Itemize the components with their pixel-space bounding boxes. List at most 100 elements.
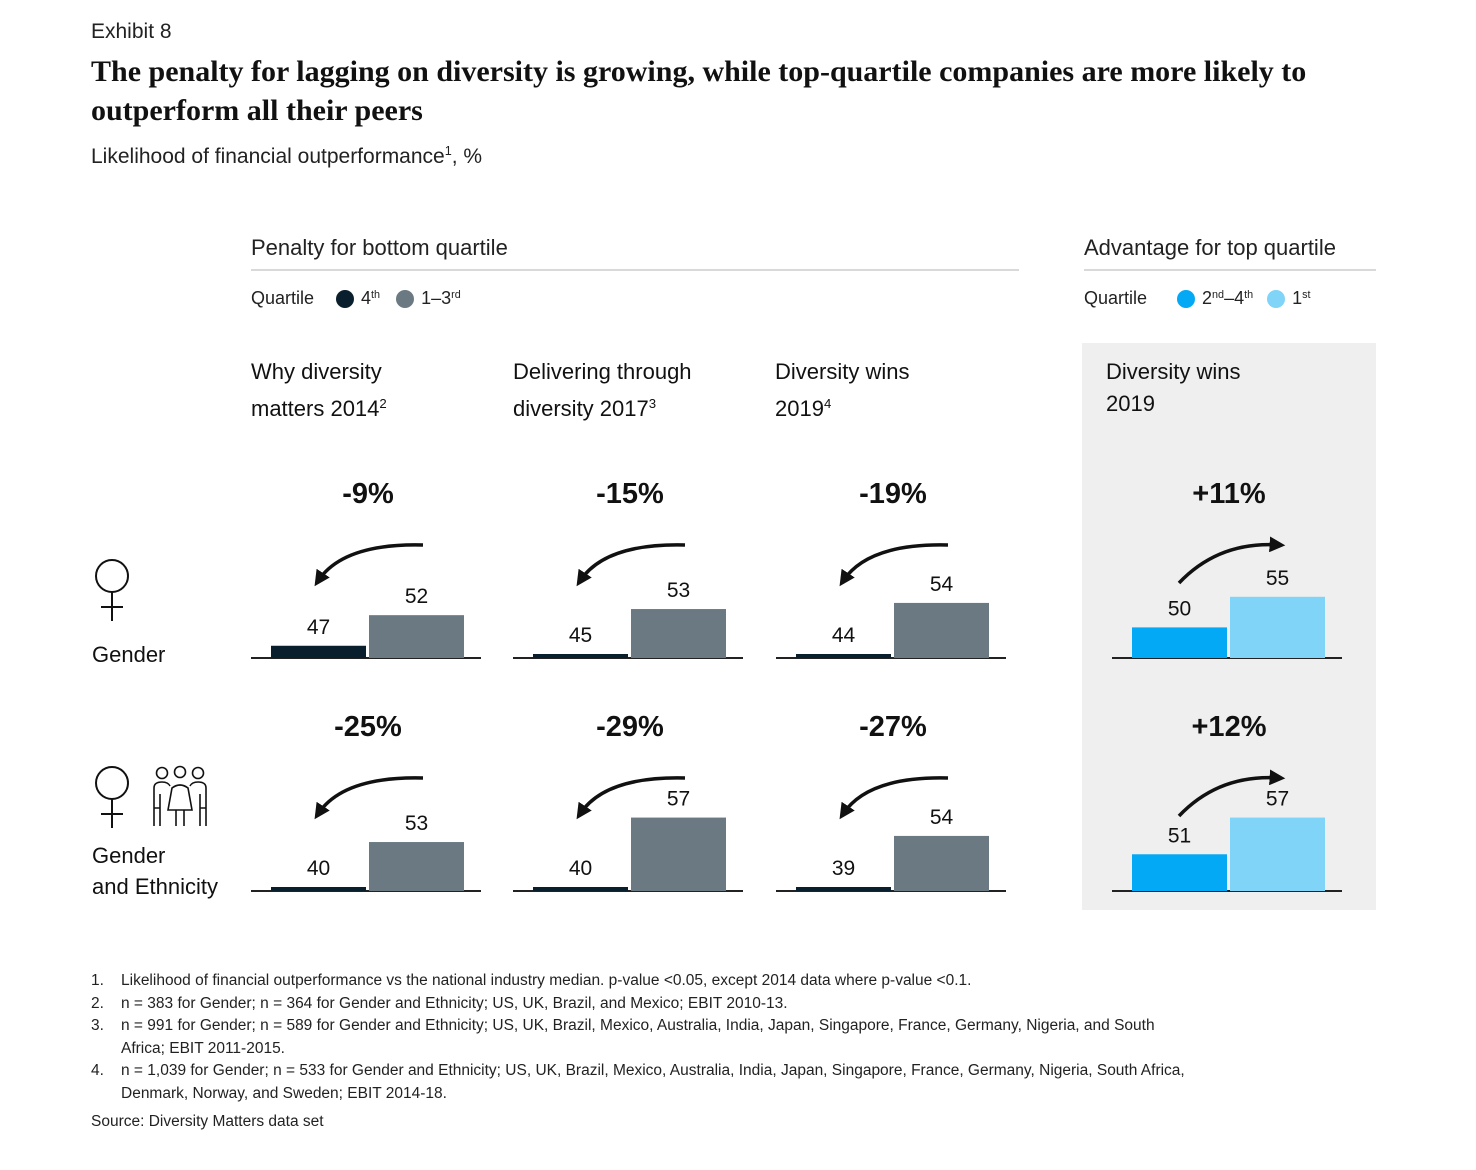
column-title-2014-line2: matters 20142: [251, 388, 387, 425]
footnote-3-text: n = 991 for Gender; n = 589 for Gender a…: [121, 1017, 1155, 1057]
column-title-2017: Delivering through diversity 20173: [513, 356, 692, 425]
row-label-gender-ethnicity-line1: Gender: [92, 843, 166, 868]
legend-text-1-3rd: 1–3rd: [421, 288, 461, 309]
row-label-gender-line1: Gender: [92, 642, 166, 667]
row-label-gender: Gender: [92, 639, 165, 670]
change-label: +12%: [1192, 711, 1267, 743]
legend-4th-range-sup: th: [1244, 289, 1254, 301]
footnote-2-number: 2.: [91, 994, 104, 1012]
chart-subtitle: Likelihood of financial outperformance1,…: [91, 144, 482, 169]
legend-text-1st: 1st: [1292, 288, 1310, 309]
bar: [894, 602, 989, 658]
female-symbol-icon: [95, 559, 129, 621]
bar: [369, 615, 464, 658]
column-title-2014-sup: 2: [379, 396, 387, 411]
footnote-4-number: 4.: [91, 1062, 104, 1079]
female-symbol-and-people-group-icon: [95, 765, 207, 828]
legend-4th-sup: th: [371, 289, 381, 301]
footnote-3-number: 3.: [91, 1017, 104, 1034]
footnote-1-number: 1.: [91, 972, 104, 989]
bar-value-label: 47: [307, 616, 330, 639]
change-arrow: [839, 776, 949, 820]
bar: [271, 645, 366, 658]
legend-text-4th: 4th: [361, 288, 380, 309]
legend-2nd-base: 2: [1202, 288, 1213, 308]
bar: [1132, 854, 1227, 891]
change-arrow: [314, 776, 424, 820]
bar: [796, 654, 891, 658]
bar-value-label: 40: [307, 857, 330, 880]
bar-value-label: 50: [1168, 597, 1191, 620]
legend-1st-sup: st: [1302, 289, 1311, 301]
bar-value-label: 57: [667, 788, 690, 811]
change-label: -19%: [859, 478, 927, 510]
footnote-3: 3. n = 991 for Gender; n = 589 for Gender…: [91, 1015, 1201, 1060]
bar: [533, 887, 628, 891]
penalty-section-heading: Penalty for bottom quartile: [251, 235, 508, 260]
change-arrow: [576, 543, 686, 587]
legend-swatch-1-3rd: [396, 289, 415, 308]
people-group-icon: [153, 765, 207, 826]
bar-value-label: 39: [832, 857, 855, 880]
subtitle-text: Likelihood of financial outperformance: [91, 145, 445, 168]
change-arrow: [576, 776, 686, 820]
column-title-2019-top: Diversity wins 2019: [1106, 356, 1240, 420]
change-arrow: [314, 543, 424, 587]
legend-swatch-4th: [336, 289, 355, 308]
legend-4th-range-base: –4: [1224, 288, 1245, 308]
bar: [631, 817, 726, 891]
bar-value-label: 44: [832, 624, 856, 647]
advantage-section-rule: [1084, 269, 1376, 271]
legend-item-4th: 4th: [336, 288, 380, 309]
bar: [1132, 627, 1227, 658]
footnote-2: 2. n = 383 for Gender; n = 364 for Gender…: [91, 993, 1201, 1016]
column-title-2017-sup: 3: [648, 396, 657, 411]
exhibit-label: Exhibit 8: [91, 20, 172, 43]
footnotes: 1. Likelihood of financial outperformance…: [91, 970, 1201, 1134]
legend-1st-base: 1: [1292, 288, 1303, 308]
column-title-2019-top-line1: Diversity wins: [1106, 359, 1241, 384]
change-arrow: [1177, 536, 1286, 585]
legend-1-3rd-base: 1–3: [421, 288, 452, 308]
subtitle-unit: , %: [451, 145, 483, 168]
column-title-2014: Why diversity matters 20142: [251, 356, 387, 425]
bar-value-label: 53: [405, 812, 428, 835]
bar: [533, 654, 628, 658]
column-title-2019: Diversity wins 20194: [775, 356, 909, 425]
row-label-gender-ethnicity: Gender and Ethnicity: [92, 840, 218, 902]
row-label-gender-ethnicity-line2: and Ethnicity: [92, 874, 218, 899]
change-label: +11%: [1192, 478, 1266, 510]
column-title-2017-text: diversity 2017: [513, 396, 649, 421]
column-title-2014-text: matters 2014: [251, 396, 380, 421]
bar-value-label: 51: [1168, 824, 1191, 847]
legend-text-2nd-4th: 2nd–4th: [1202, 288, 1253, 309]
advantage-section-heading: Advantage for top quartile: [1084, 235, 1336, 260]
female-symbol-icon: [95, 766, 129, 828]
legend-swatch-1st: [1267, 289, 1286, 308]
column-title-2017-line2: diversity 20173: [513, 388, 692, 425]
legend-item-1-3rd: 1–3rd: [396, 288, 461, 309]
bar-value-label: 57: [1266, 788, 1289, 811]
legend-item-1st: 1st: [1267, 288, 1311, 309]
footnote-1: 1. Likelihood of financial outperformance…: [91, 970, 1201, 993]
legend-4th-base: 4: [361, 288, 372, 308]
bar-value-label: 53: [667, 579, 690, 602]
penalty-section-rule: [251, 269, 1019, 271]
bar: [271, 887, 366, 891]
penalty-legend: Quartile 4th 1–3rd: [251, 288, 461, 309]
change-arrow: [1177, 769, 1286, 818]
bar: [796, 887, 891, 891]
column-title-2019-sup: 4: [823, 396, 832, 411]
column-title-2019-top-line2: 2019: [1106, 388, 1240, 420]
penalty-legend-label: Quartile: [251, 288, 315, 308]
top-quartile-panel-background: [1082, 343, 1376, 910]
column-title-2019-line1: Diversity wins: [775, 359, 910, 384]
bar-value-label: 52: [405, 585, 428, 608]
change-label: -9%: [342, 478, 394, 510]
change-label: -29%: [596, 711, 664, 743]
change-label: -25%: [334, 711, 402, 743]
column-title-2019-line2: 20194: [775, 388, 909, 425]
change-label: -15%: [596, 478, 664, 510]
column-title-2017-line1: Delivering through: [513, 359, 692, 384]
